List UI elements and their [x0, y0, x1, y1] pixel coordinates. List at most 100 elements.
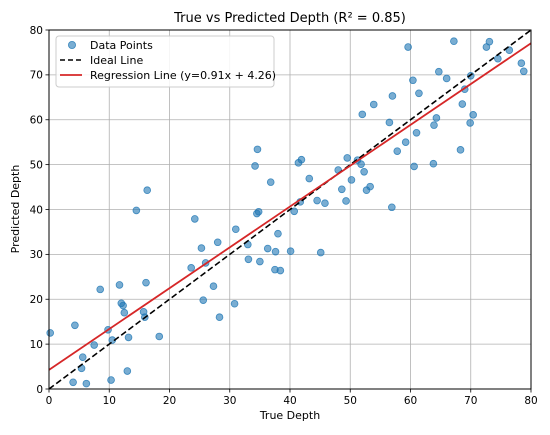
legend-label-regression-line: Regression Line (y=0.91x + 4.26) [90, 69, 276, 82]
scatter-points [46, 37, 528, 388]
data-point [199, 296, 208, 304]
legend-marker-data-points [68, 41, 77, 50]
y-tick-label: 20 [30, 294, 43, 306]
x-tick-label: 40 [283, 395, 296, 407]
x-axis-label: True Depth [259, 409, 320, 422]
data-point [410, 162, 418, 171]
data-point [90, 341, 98, 349]
x-tick-label: 80 [524, 395, 537, 407]
data-point [369, 100, 378, 109]
data-point [429, 159, 438, 168]
data-point [123, 367, 132, 375]
x-tick-label: 10 [103, 395, 116, 407]
data-point [197, 244, 206, 252]
data-point [132, 206, 141, 215]
data-point [357, 160, 365, 168]
x-tick-label: 0 [46, 395, 53, 407]
data-point [358, 110, 367, 119]
data-point [276, 266, 285, 275]
y-tick-label: 30 [30, 249, 43, 261]
legend: Data Points Ideal Line Regression Line (… [55, 35, 276, 88]
data-point [517, 59, 526, 68]
data-point [360, 168, 368, 176]
x-tick-label: 20 [163, 395, 176, 407]
x-tick-label: 30 [223, 395, 236, 407]
data-point [119, 301, 127, 310]
legend-label-data-points: Data Points [90, 39, 153, 52]
data-point [401, 138, 410, 146]
data-point [230, 299, 239, 308]
data-point [442, 74, 451, 83]
y-tick-label: 80 [30, 25, 43, 37]
legend-label-ideal-line: Ideal Line [90, 54, 143, 67]
data-point [271, 247, 280, 256]
data-point [69, 378, 77, 387]
data-point [494, 54, 502, 63]
data-point [366, 182, 374, 191]
data-point [120, 308, 129, 317]
y-tick-label: 50 [30, 159, 43, 171]
data-point [187, 264, 195, 272]
data-point [415, 89, 423, 98]
regression-line [48, 42, 532, 371]
data-point [209, 282, 218, 291]
data-point [142, 278, 150, 287]
data-point [290, 207, 299, 216]
data-point [466, 119, 474, 127]
data-point [213, 238, 222, 247]
y-tick-label: 40 [30, 204, 43, 216]
data-point [46, 329, 55, 337]
ideal-line [48, 29, 532, 390]
y-tick-label: 60 [30, 115, 43, 127]
data-point [78, 353, 87, 361]
data-point [435, 67, 443, 76]
data-point [305, 174, 314, 183]
data-point [244, 255, 253, 264]
data-point [388, 203, 396, 212]
data-point [388, 92, 397, 100]
data-point [313, 196, 321, 205]
data-point [450, 37, 458, 46]
data-point [143, 186, 152, 195]
data-point [263, 244, 272, 253]
x-tick-label: 70 [464, 395, 477, 407]
data-point [231, 225, 240, 234]
data-point [412, 128, 421, 137]
data-point [115, 281, 124, 289]
data-point [266, 178, 275, 186]
chart-title: True vs Predicted Depth (R² = 0.85) [173, 11, 406, 26]
data-point [519, 67, 528, 76]
data-point [155, 332, 164, 341]
data-point [297, 155, 306, 164]
data-point [393, 147, 402, 155]
x-tick-label: 60 [404, 395, 417, 407]
data-point [458, 100, 467, 108]
data-point [347, 176, 356, 184]
data-point [430, 121, 438, 129]
trend-lines [48, 29, 532, 390]
data-point [469, 111, 477, 119]
data-point [485, 37, 494, 46]
data-point [254, 207, 263, 216]
data-point [404, 43, 412, 51]
data-point [215, 313, 224, 322]
data-point [253, 145, 262, 154]
data-point [432, 114, 441, 122]
data-point [385, 118, 394, 127]
data-point [343, 154, 352, 162]
data-point [274, 229, 282, 238]
data-point [124, 333, 133, 342]
legend-box [55, 35, 275, 88]
data-point [338, 185, 346, 194]
data-point [191, 215, 199, 223]
data-point [286, 247, 295, 256]
data-point [256, 257, 264, 266]
y-tick-label: 10 [30, 339, 43, 351]
data-point [82, 379, 91, 388]
data-point [96, 285, 105, 294]
y-tick-label: 0 [36, 384, 43, 396]
data-point [409, 76, 417, 85]
data-point [505, 46, 514, 54]
data-point [251, 162, 259, 170]
